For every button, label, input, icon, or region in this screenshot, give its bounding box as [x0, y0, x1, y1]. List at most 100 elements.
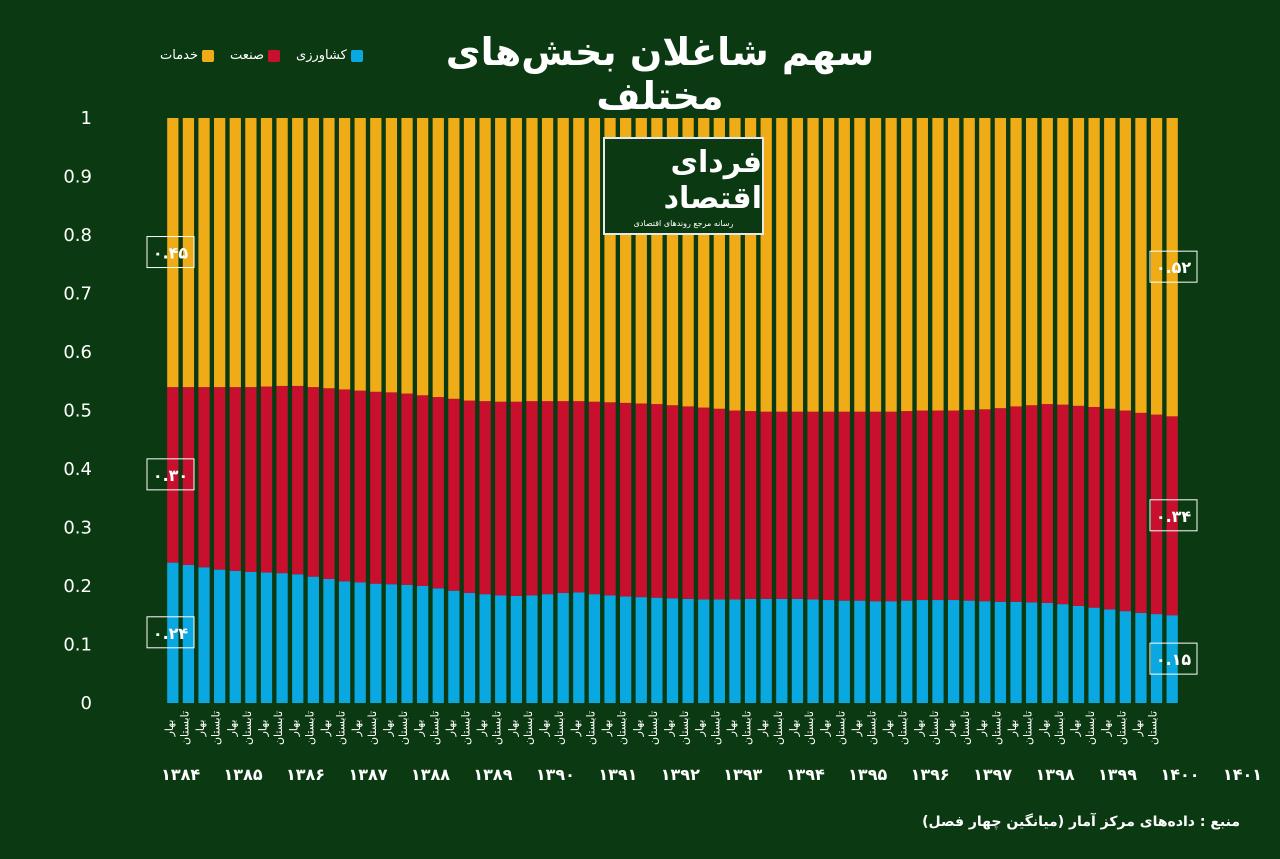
x-season-label: بهار — [538, 720, 551, 738]
x-season-label: تابستان — [959, 711, 972, 745]
x-season-label: تابستان — [741, 711, 754, 745]
x-season-label: بهار — [881, 720, 894, 738]
data-label: ۰.۲۴ — [146, 616, 195, 649]
bar-segment-industry — [666, 405, 679, 599]
bar-segment-agriculture — [198, 567, 210, 703]
bar-segment-services — [604, 118, 616, 403]
bar-segment-services — [573, 118, 585, 402]
bar-segment-industry — [338, 389, 351, 582]
x-year-label: ۱۳۹۷ — [973, 765, 1012, 784]
bar-segment-services — [1072, 118, 1085, 406]
y-tick-label: 1 — [81, 108, 92, 129]
x-season-label: تابستان — [897, 711, 910, 745]
bar-segment-agriculture — [1104, 609, 1116, 703]
x-year-label: ۱۳۹۸ — [1036, 765, 1075, 784]
bar-segment-agriculture — [604, 595, 616, 703]
x-season-label: تابستان — [335, 711, 348, 745]
x-season-label: بهار — [944, 720, 957, 738]
x-season-label: بهار — [444, 720, 457, 738]
bar-segment-services — [1150, 118, 1163, 415]
x-season-label: بهار — [288, 720, 301, 738]
data-label-text: ۰.۳۴ — [1156, 507, 1192, 526]
bar-segment-services — [1119, 118, 1131, 411]
x-season-label: بهار — [163, 720, 176, 738]
bar-segment-industry — [682, 406, 694, 599]
bar-segment-agriculture — [1119, 611, 1131, 703]
bar-segment-services — [510, 118, 522, 402]
x-year-label: ۱۴۰۱ — [1223, 765, 1262, 784]
bar-segment-agriculture — [776, 598, 788, 703]
bar-segment-agriculture — [401, 584, 413, 703]
bar-segment-services — [338, 118, 351, 390]
bar-segment-industry — [604, 402, 616, 596]
y-tick-label: 0.1 — [63, 635, 92, 656]
bar-segment-industry — [869, 411, 882, 602]
bar-segment-industry — [495, 401, 507, 596]
x-season-label: بهار — [787, 720, 800, 738]
x-season-label: تابستان — [178, 711, 191, 745]
logo-tagline: رسانه مرجع روندهای اقتصادی — [633, 218, 734, 228]
bar-segment-services — [401, 118, 413, 394]
x-season-label: بهار — [569, 720, 582, 738]
bar-segment-services — [963, 118, 975, 410]
bar-segment-industry — [651, 404, 663, 598]
bar-segment-industry — [276, 385, 288, 574]
bar-segment-services — [1104, 118, 1116, 409]
bar-segment-industry — [417, 395, 429, 586]
x-season-label: تابستان — [990, 711, 1003, 745]
x-year-label: ۱۳۸۷ — [348, 765, 387, 784]
bar-segment-agriculture — [260, 572, 273, 703]
bar-segment-industry — [807, 411, 819, 600]
bar-segment-industry — [385, 392, 398, 585]
bar-segment-services — [666, 118, 679, 406]
bar-segment-agriculture — [838, 600, 850, 704]
bar-segment-agriculture — [1057, 604, 1069, 703]
legend-item-agriculture: کشاورزی — [296, 48, 363, 63]
x-season-label: تابستان — [772, 711, 785, 745]
data-label: ۰.۵۲ — [1149, 250, 1198, 283]
x-season-label: تابستان — [1147, 711, 1160, 745]
bar-segment-agriculture — [526, 595, 538, 703]
x-season-label: بهار — [819, 720, 832, 738]
bar-segment-industry — [1057, 404, 1069, 605]
data-label-text: ۰.۵۲ — [1156, 258, 1192, 277]
bar-segment-agriculture — [994, 601, 1007, 703]
x-year-label: ۱۳۹۵ — [848, 765, 887, 784]
data-label-box — [146, 236, 195, 269]
x-year-label: ۱۳۸۶ — [286, 765, 325, 784]
bar-segment-agriculture — [370, 583, 382, 703]
bar-segment-services — [417, 118, 429, 396]
bar-segment-industry — [448, 398, 460, 591]
data-label-box — [1149, 642, 1198, 675]
bar-segment-services — [1166, 118, 1178, 417]
bar-segment-agriculture — [791, 598, 804, 703]
bar-segment-industry — [354, 390, 366, 583]
bar-segment-services — [947, 118, 960, 411]
x-season-label: تابستان — [272, 711, 285, 745]
x-season-label: تابستان — [210, 711, 223, 745]
bar-segment-industry — [823, 411, 835, 601]
bar-segment-industry — [307, 387, 319, 577]
x-season-label: بهار — [381, 720, 394, 738]
bar-segment-industry — [994, 408, 1007, 602]
bar-segment-industry — [932, 410, 944, 601]
bar-segment-industry — [776, 411, 788, 599]
y-tick-label: 0 — [81, 693, 92, 714]
bar-segment-industry — [370, 391, 382, 584]
bar-segment-industry — [245, 387, 257, 572]
bar-segment-services — [1057, 118, 1069, 405]
bar-segment-industry — [573, 401, 585, 593]
x-season-label: بهار — [1006, 720, 1019, 738]
bar-segment-industry — [916, 410, 928, 601]
y-tick-label: 0.2 — [63, 576, 92, 597]
bar-segment-services — [698, 118, 710, 408]
x-season-label: بهار — [1069, 720, 1082, 738]
bar-segment-services — [557, 118, 569, 402]
legend-label-services: خدمات — [160, 48, 199, 63]
x-season-label: بهار — [600, 720, 613, 738]
bar-segment-agriculture — [916, 600, 928, 703]
x-season-label: تابستان — [491, 711, 504, 745]
bar-segment-industry — [214, 387, 226, 570]
bar-segment-agriculture — [385, 584, 398, 703]
